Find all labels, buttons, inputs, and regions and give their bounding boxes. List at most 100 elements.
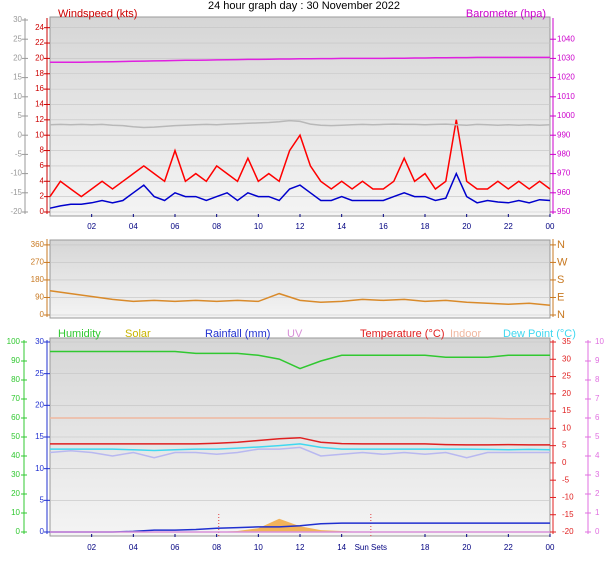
y4-tick-label: 5 <box>595 432 600 441</box>
x-tick-label: 22 <box>504 543 513 552</box>
y4-tick-label: 6 <box>595 413 600 422</box>
y4-tick-label: 7 <box>595 394 600 403</box>
x-tick-label: 10 <box>254 222 263 231</box>
y3-tick-label: 40 <box>11 451 20 460</box>
legend-entry: Temperature (°C) <box>360 328 444 340</box>
y-tick-label: 30 <box>35 337 44 346</box>
y2-tick-label: 0 <box>562 458 567 467</box>
y-axis-label: Windspeed (kts) <box>58 8 137 20</box>
y-tick-label: 5 <box>40 495 45 504</box>
series-line <box>50 56 550 63</box>
y-tick-label: 10 <box>35 130 44 139</box>
y2-tick-label: 1040 <box>557 34 575 43</box>
x-tick-label: 06 <box>171 222 180 231</box>
x-tick-label: 00 <box>546 222 555 231</box>
y3-tick-label: 50 <box>11 432 20 441</box>
y3-tick-label: 70 <box>11 394 20 403</box>
y2-tick-label: E <box>557 291 564 303</box>
series-line <box>50 417 550 420</box>
series-line <box>49 289 551 307</box>
y-tick-label: 0 <box>40 527 45 536</box>
x-tick-label: 06 <box>171 543 180 552</box>
y3-tick-label: 20 <box>11 489 20 498</box>
x-tick-label: 12 <box>296 222 305 231</box>
y3-tick-label: -10 <box>10 169 22 178</box>
y3-tick-label: -5 <box>15 150 23 159</box>
panel-wind <box>49 16 551 217</box>
series-line <box>50 436 550 446</box>
y4-tick-label: 9 <box>595 356 600 365</box>
series-line <box>50 350 550 370</box>
y2-tick-label: -5 <box>562 475 570 484</box>
y2-tick-label: 980 <box>557 150 571 159</box>
y3-tick-label: -15 <box>10 188 22 197</box>
y3-tick-label: 90 <box>11 356 20 365</box>
y-tick-label: 180 <box>31 275 45 284</box>
y3-tick-label: 10 <box>13 92 22 101</box>
series-line <box>49 171 551 209</box>
y3-tick-label: 25 <box>13 34 22 43</box>
y4-tick-label: 8 <box>595 375 600 384</box>
y-tick-label: 25 <box>35 369 44 378</box>
x-tick-label: 22 <box>504 222 513 231</box>
y2-tick-label: -15 <box>562 510 574 519</box>
y-tick-label: 15 <box>35 432 44 441</box>
y2-tick-label: 1000 <box>557 111 575 120</box>
y2-tick-label: N <box>557 239 565 251</box>
y4-tick-label: 1 <box>595 508 600 517</box>
y-tick-label: 24 <box>35 23 44 32</box>
x-tick-label: 20 <box>462 222 471 231</box>
x-tick-label: 08 <box>212 222 221 231</box>
legend-entry: Dew Point (°C) <box>503 328 576 340</box>
y2-tick-label: S <box>557 274 564 286</box>
series-line <box>49 119 551 129</box>
y-tick-label: 20 <box>35 400 44 409</box>
y-tick-label: 10 <box>35 464 44 473</box>
legend-entry: Solar <box>125 328 151 340</box>
y-tick-label: 0 <box>40 310 45 319</box>
y2-tick-label: 990 <box>557 130 571 139</box>
x-tick-label: 20 <box>462 543 471 552</box>
y-tick-label: 270 <box>31 258 45 267</box>
y-tick-label: 8 <box>40 146 45 155</box>
y-tick-label: 2 <box>40 192 45 201</box>
y-tick-label: 14 <box>35 100 44 109</box>
panel-direction <box>49 239 551 319</box>
x-tick-label: 08 <box>212 543 221 552</box>
x-tick-label: 02 <box>87 222 96 231</box>
y4-tick-label: 0 <box>595 527 600 536</box>
legend-entry: Rainfall (mm) <box>205 328 270 340</box>
legend-entry: Humidity <box>58 328 101 340</box>
y3-tick-label: 5 <box>18 111 23 120</box>
series-line <box>49 119 551 198</box>
y4-tick-label: 10 <box>595 337 604 346</box>
y4-tick-label: 3 <box>595 470 600 479</box>
y2-tick-label: 1030 <box>557 54 575 63</box>
x-tick-label: 14 <box>337 543 346 552</box>
y2-tick-label: W <box>557 256 568 268</box>
y2-tick-label: 10 <box>562 423 571 432</box>
y2-axis-label: Barometer (hpa) <box>466 8 546 20</box>
y3-tick-label: 20 <box>13 54 22 63</box>
y-tick-label: 0 <box>40 207 45 216</box>
y-tick-label: 90 <box>35 293 44 302</box>
x-tick-label: 18 <box>421 543 430 552</box>
y3-tick-label: 60 <box>11 413 20 422</box>
x-tick-label: 00 <box>546 543 555 552</box>
y3-tick-label: 0 <box>16 527 21 536</box>
x-tick-label: 18 <box>421 222 430 231</box>
x-tick-label: 04 <box>129 543 138 552</box>
y2-tick-label: 1010 <box>557 92 575 101</box>
y3-tick-label: 100 <box>7 337 21 346</box>
series-line <box>50 443 551 452</box>
x-tick-label: 14 <box>337 222 346 231</box>
legend-entry: Indoor <box>450 328 482 340</box>
y2-tick-label: 25 <box>562 372 571 381</box>
x-tick-label: 04 <box>129 222 138 231</box>
y2-tick-label: -20 <box>562 527 574 536</box>
legend-entry: UV <box>287 328 303 340</box>
y4-tick-label: 4 <box>595 451 600 460</box>
y2-tick-label: 960 <box>557 188 571 197</box>
y2-tick-label: 20 <box>562 389 571 398</box>
y-tick-label: 22 <box>35 38 44 47</box>
